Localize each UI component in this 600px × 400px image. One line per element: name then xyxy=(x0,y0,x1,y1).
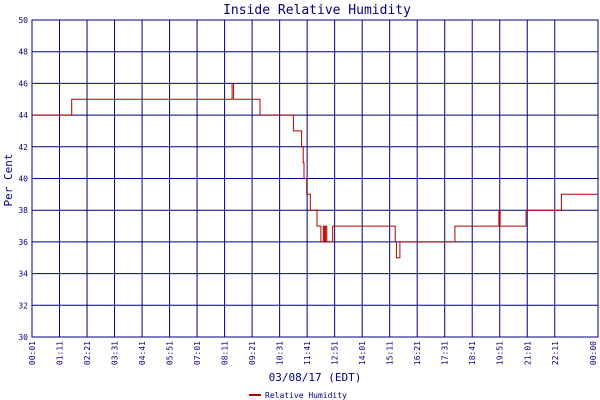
x-tick-label: 01:11 xyxy=(56,341,65,365)
grid-lines xyxy=(31,19,599,338)
x-tick-label: 19:51 xyxy=(496,341,505,365)
y-tick-label: 44 xyxy=(18,111,28,120)
x-tick-label: 03:31 xyxy=(111,341,120,365)
y-tick-labels: 30 32 34 36 38 40 42 44 46 48 50 xyxy=(18,16,28,342)
x-tick-label: 17:31 xyxy=(441,341,450,365)
x-tick-label: 02:21 xyxy=(83,341,92,365)
y-tick-label: 36 xyxy=(18,238,28,247)
x-tick-label: 11:41 xyxy=(303,341,312,365)
x-tick-label: 08:11 xyxy=(221,341,230,365)
x-tick-label: 21:01 xyxy=(523,341,532,365)
x-tick-label: 12:51 xyxy=(331,341,340,365)
x-tick-label: 10:31 xyxy=(276,341,285,365)
x-tick-label: 14:01 xyxy=(358,341,367,365)
x-axis-label: 03/08/17 (EDT) xyxy=(269,371,362,384)
x-tick-label: 16:21 xyxy=(413,341,422,365)
y-tick-label: 46 xyxy=(18,79,28,88)
x-tick-labels: 00:01 01:11 02:21 03:31 04:41 05:51 07:01 08:11… xyxy=(28,341,598,365)
x-tick-label: 09:21 xyxy=(248,341,257,365)
legend-label: Relative Humidity xyxy=(265,391,347,400)
y-tick-label: 38 xyxy=(18,206,28,215)
x-tick-label: 07:01 xyxy=(193,341,202,365)
y-tick-label: 40 xyxy=(18,175,28,184)
chart-title: Inside Relative Humidity xyxy=(223,3,411,18)
y-axis-label: Per Cent xyxy=(2,154,15,207)
x-tick-label: 00:00 xyxy=(589,341,598,365)
y-tick-label: 48 xyxy=(18,48,28,57)
y-tick-label: 30 xyxy=(18,333,28,342)
y-tick-label: 50 xyxy=(18,16,28,25)
y-tick-label: 34 xyxy=(18,270,28,279)
x-tick-label: 22:11 xyxy=(551,341,560,365)
y-tick-label: 32 xyxy=(18,301,28,310)
y-tick-label: 42 xyxy=(18,143,28,152)
x-tick-label: 05:51 xyxy=(166,341,175,365)
legend: Relative Humidity xyxy=(249,391,347,400)
x-tick-label: 15:11 xyxy=(386,341,395,365)
x-tick-label: 00:01 xyxy=(28,341,37,365)
x-tick-label: 04:41 xyxy=(138,341,147,365)
series-line-relative-humidity xyxy=(32,82,598,259)
x-tick-label: 18:41 xyxy=(468,341,477,365)
